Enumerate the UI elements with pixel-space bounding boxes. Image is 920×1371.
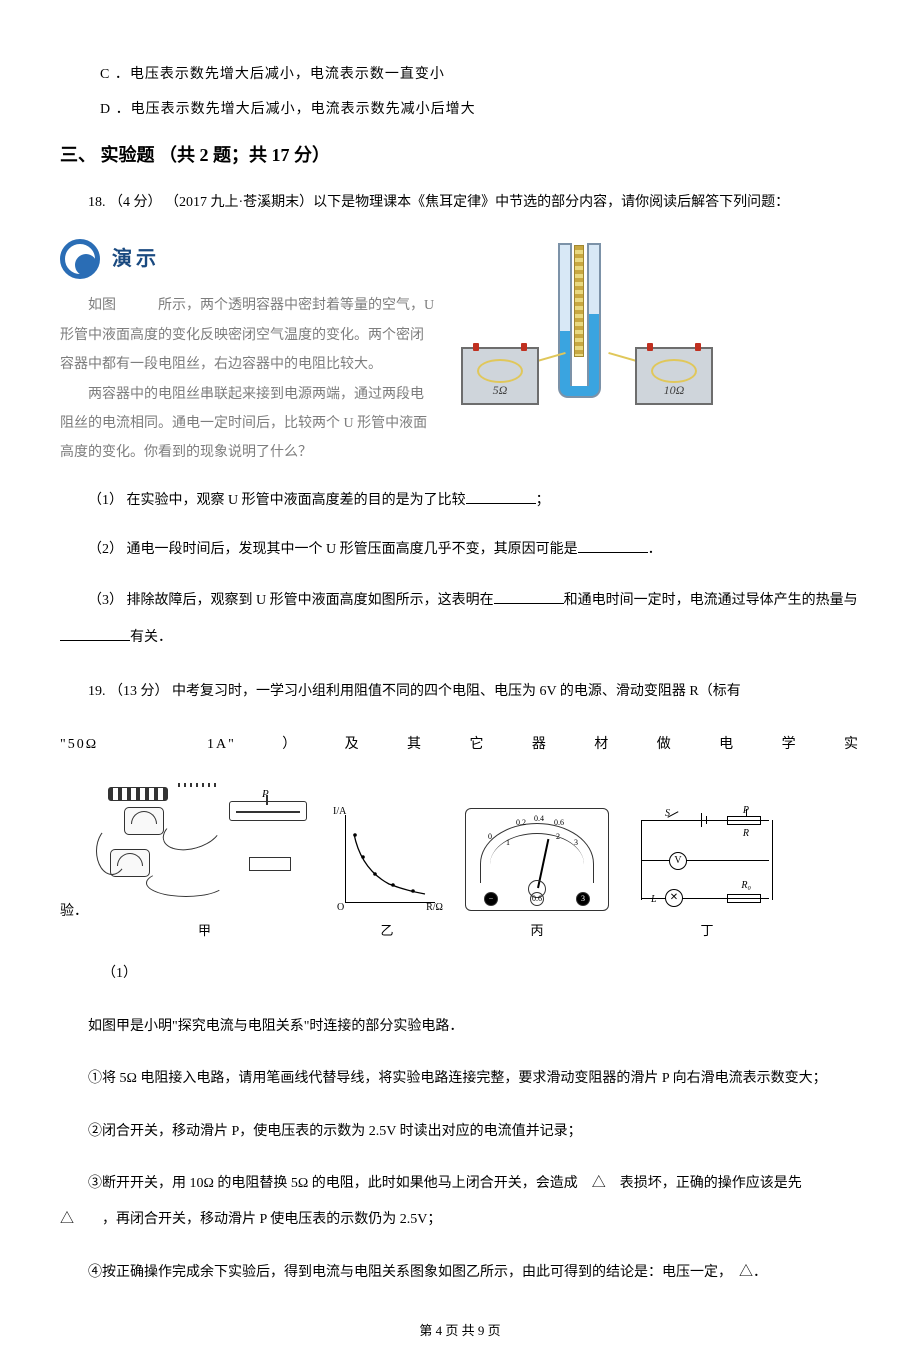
- terminal-minus: −: [484, 892, 498, 906]
- q18-sub3b: 和通电时间一定时，电流通过导体产生的热量与: [564, 593, 858, 608]
- q18-sub2: （2） 通电一段时间后，发现其中一个 U 形管压面高度几乎不变，其原因可能是 ．: [60, 535, 860, 566]
- fig-ding-cell: S P R V ✕ L R₀ 丁: [627, 802, 787, 941]
- page-footer: 第 4 页 共 9 页: [60, 1321, 860, 1341]
- dial-num: 0: [488, 831, 492, 843]
- q18-sub3: （3） 排除故障后，观察到 U 形管中液面高度如图所示，这表明在 和通电时间一定时…: [60, 583, 860, 656]
- q18-intro: 18. （4 分） （2017 九上·苍溪期末）以下是物理课本《焦耳定律》中节选…: [60, 185, 860, 221]
- q19-figure-row: 验． P 甲 I/A R/Ω: [60, 779, 860, 941]
- yi-x-label: R/Ω: [426, 900, 443, 915]
- q18-demo-left: 演示 如图 所示，两个透明容器中密封着等量的空气，U 形管中液面高度的变化反映密…: [60, 239, 435, 467]
- rheostat-p-label: P: [262, 786, 269, 803]
- lamp-l-label: L: [651, 892, 657, 907]
- resistor-r-label: R: [743, 826, 749, 841]
- dial-num: 0.4: [534, 813, 544, 825]
- resistor-icon: [249, 857, 291, 871]
- section-3-heading: 三、 实验题 （共 2 题；共 17 分）: [60, 142, 860, 169]
- slider-p-label: P: [743, 803, 749, 818]
- battery-icon: [108, 787, 168, 801]
- option-d: D ．电压表示数先增大后减小，电流表示数先减小后增大: [100, 99, 860, 120]
- q19-p2: ①将 5Ω 电阻接入电路，请用笔画线代替导线，将实验电路连接完整，要求滑动变阻器…: [60, 1061, 860, 1097]
- q19-p4: ③断开开关，用 10Ω 的电阻替换 5Ω 的电阻，此时如果他马上闭合开关，会造成…: [60, 1166, 860, 1239]
- meter-icon: [124, 807, 164, 835]
- lamp-l-icon: ✕: [665, 889, 683, 907]
- q18-sub3-tail: 有关．: [130, 630, 172, 645]
- container-right: 10Ω: [635, 347, 713, 405]
- u-tube-icon: [552, 243, 607, 398]
- fig-yi-cell: I/A R/Ω O 乙: [327, 802, 447, 941]
- q18-gray-para-2: 两容器中的电阻丝串联起来接到电源两端，通过两段电阻丝的电流相同。通电一定时间后，…: [60, 380, 435, 468]
- switch-s-label: S: [665, 806, 670, 821]
- q18-sub1-tail: ；: [536, 493, 550, 508]
- q19-p5: ④按正确操作完成余下实验后，得到电流与电阻关系图象如图乙所示，由此可得到的结论是…: [60, 1255, 860, 1291]
- dial-num: 3: [574, 837, 578, 849]
- yanshi-badge-icon: [60, 239, 100, 279]
- voltmeter-v: V: [669, 852, 687, 870]
- schematic-icon: S P R V ✕ L R₀: [635, 810, 779, 909]
- blank-fill[interactable]: [60, 627, 130, 641]
- q19-intro-b: "50Ω 1A"）及其它器材做电学实: [60, 727, 860, 763]
- yanshi-label: 演示: [112, 244, 160, 274]
- fig-yi: I/A R/Ω O: [327, 802, 447, 917]
- q19-p3: ②闭合开关，移动滑片 P，使电压表的示数为 2.5V 时读出对应的电流值并记录；: [60, 1114, 860, 1150]
- fig-jia-label: 甲: [198, 921, 211, 941]
- q19-intro-a: 19. （13 分） 中考复习时，一学习小组利用阻值不同的四个电阻、电压为 6V…: [60, 674, 860, 710]
- fig-jia: P: [92, 779, 317, 917]
- yi-y-label: I/A: [333, 804, 346, 819]
- fig-ding: S P R V ✕ L R₀: [627, 802, 787, 917]
- terminal-06: 0.6: [530, 892, 544, 906]
- fig-jia-cell: P 甲: [92, 779, 317, 941]
- yi-origin-label: O: [337, 900, 344, 915]
- yi-curve-icon: [349, 829, 429, 899]
- container-left: 5Ω: [461, 347, 539, 405]
- yanshi-title-row: 演示: [60, 239, 435, 279]
- q18-apparatus-figure: 5Ω 10Ω: [457, 243, 717, 423]
- q18-demo-row: 演示 如图 所示，两个透明容器中密封着等量的空气，U 形管中液面高度的变化反映密…: [60, 239, 860, 467]
- q19-yan-prefix: 验．: [60, 901, 88, 922]
- q18-sub1-text: （1） 在实验中，观察 U 形管中液面高度差的目的是为了比较: [88, 493, 466, 508]
- dial-num: 0.2: [516, 817, 526, 829]
- option-c: C ．电压表示数先增大后减小，电流表示数一直变小: [100, 64, 860, 85]
- terminal-3: 3: [576, 892, 590, 906]
- dial-num: 1: [506, 837, 510, 849]
- rheostat-icon: P: [229, 801, 307, 821]
- blank-fill[interactable]: [466, 490, 536, 504]
- container-right-label: 10Ω: [637, 381, 711, 399]
- q19-p1: 如图甲是小明"探究电流与电阻关系"时连接的部分实验电路．: [60, 1009, 860, 1045]
- q19-p1-num: （1）: [60, 956, 860, 992]
- fig-bing: − 0.6 3 0 0.2 0.4 0.6 1 2 3: [457, 802, 617, 917]
- fig-bing-cell: − 0.6 3 0 0.2 0.4 0.6 1 2 3 丙: [457, 802, 617, 941]
- fig-ding-label: 丁: [700, 921, 713, 941]
- fig-bing-label: 丙: [530, 921, 543, 941]
- resistor-r0-label: R₀: [741, 878, 751, 893]
- blank-fill[interactable]: [578, 539, 648, 553]
- blank-fill[interactable]: [494, 590, 564, 604]
- q18-sub2-tail: ．: [648, 542, 662, 557]
- dial-num: 0.6: [554, 817, 564, 829]
- container-left-label: 5Ω: [463, 381, 537, 399]
- q18-sub2-text: （2） 通电一段时间后，发现其中一个 U 形管压面高度几乎不变，其原因可能是: [88, 542, 578, 557]
- ammeter-icon: − 0.6 3 0 0.2 0.4 0.6 1 2 3: [465, 808, 609, 911]
- dial-num: 2: [556, 831, 560, 843]
- fig-yi-label: 乙: [380, 921, 393, 941]
- q18-sub1: （1） 在实验中，观察 U 形管中液面高度差的目的是为了比较 ；: [60, 486, 860, 517]
- q18-sub3a: （3） 排除故障后，观察到 U 形管中液面高度如图所示，这表明在: [88, 593, 494, 608]
- q18-gray-para-1: 如图 所示，两个透明容器中密封着等量的空气，U 形管中液面高度的变化反映密闭空气…: [60, 291, 435, 379]
